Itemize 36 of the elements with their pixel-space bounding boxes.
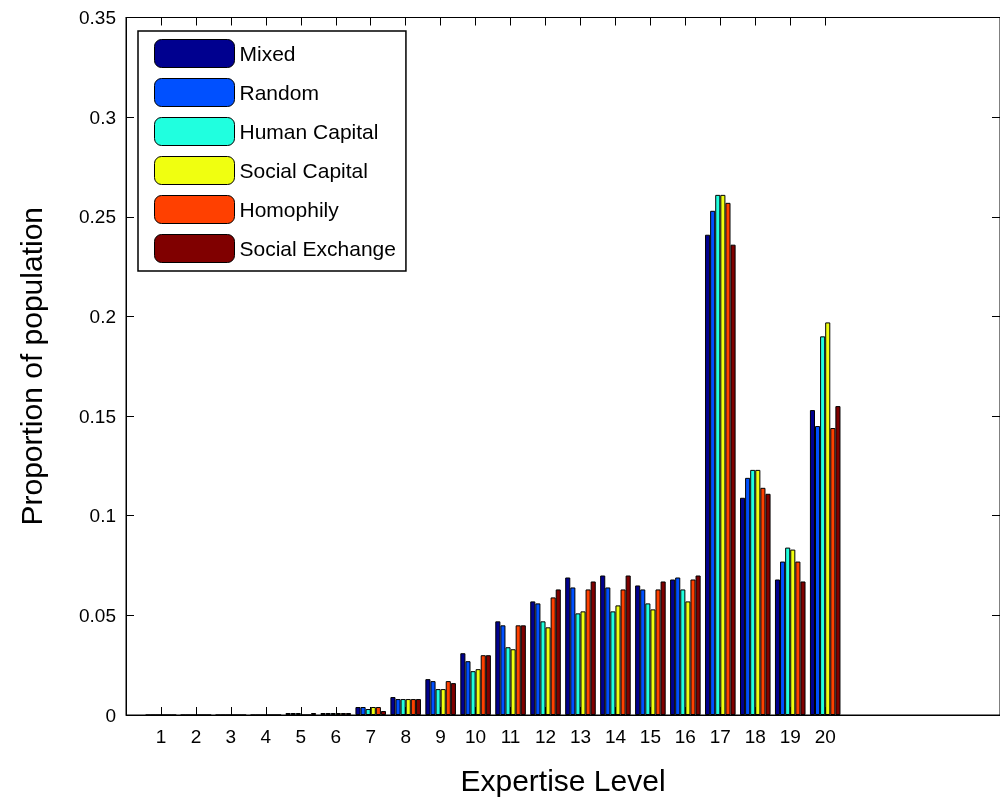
x-tick-label: 10	[465, 726, 487, 747]
x-tick-label: 18	[744, 726, 766, 747]
x-tick-label: 2	[190, 726, 202, 747]
y-tick-label: 0.2	[89, 305, 116, 327]
x-tick-label: 14	[604, 726, 627, 747]
x-tick-label: 12	[534, 726, 557, 747]
y-tick-label: 0.05	[79, 604, 116, 626]
x-axis-title: Expertise Level	[460, 763, 666, 797]
x-tick-label: 4	[260, 726, 272, 747]
x-tick-label: 8	[400, 726, 411, 747]
x-tick-label: 7	[365, 726, 377, 747]
y-tick-label: 0.3	[89, 106, 116, 128]
legend-label: Homophily	[239, 198, 340, 221]
y-tick-label: 0.35	[79, 7, 116, 28]
x-tick-label: 11	[500, 726, 521, 747]
legend-label: Social Exchange	[239, 237, 396, 260]
x-tick-label: 19	[779, 726, 801, 747]
x-tick-label: 3	[225, 726, 237, 747]
x-tick-label: 20	[814, 726, 836, 747]
x-tick-label: 5	[295, 726, 307, 747]
x-tick-label: 6	[330, 726, 342, 747]
y-tick-label: 0	[105, 704, 116, 726]
legend-label: Mixed	[239, 42, 296, 65]
legend-label: Social Capital	[239, 159, 368, 182]
y-axis-title: Proportion of population	[14, 206, 48, 526]
legend-label: Random	[239, 81, 319, 104]
x-tick-label: 1	[155, 726, 167, 747]
legend-label: Human Capital	[239, 120, 379, 143]
y-tick-label: 0.1	[89, 505, 116, 527]
y-tick-label: 0.15	[79, 405, 116, 427]
x-tick-label: 9	[435, 726, 446, 747]
x-tick-label: 16	[674, 726, 696, 747]
y-tick-label: 0.25	[79, 206, 116, 228]
x-tick-label: 15	[639, 726, 661, 747]
x-tick-label: 17	[709, 726, 731, 747]
x-tick-label: 13	[569, 726, 592, 747]
